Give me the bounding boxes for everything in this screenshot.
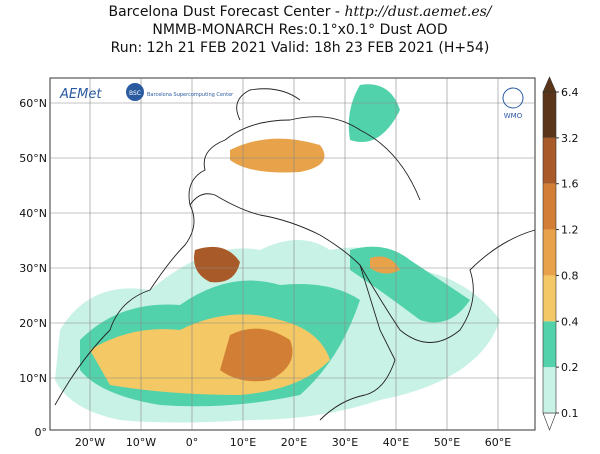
lon-label: 30°E (332, 436, 358, 449)
dust-europe (230, 138, 325, 173)
lat-label: 30°N (19, 262, 47, 275)
run-info: Run: 12h 21 FEB 2021 Valid: 18h 23 FEB 2… (111, 40, 490, 56)
bsc-logo-mark (126, 83, 144, 101)
coastline (54, 193, 536, 406)
map-frame: AEMet BSC Barcelona Supercomputing Cente… (49, 77, 536, 431)
colorbar-segment (543, 229, 556, 276)
colorbar-label: 0.2 (561, 361, 579, 374)
lon-label: 10°E (230, 436, 256, 449)
lon-label: 20°W (75, 436, 105, 449)
lon-label: 20°E (281, 436, 307, 449)
colorbar-label: 6.4 (561, 86, 579, 99)
wmo-logo: WMO (504, 112, 523, 120)
coastline (236, 88, 301, 121)
colorbar-segment (543, 321, 556, 368)
url: http://dust.aemet.es/ (344, 4, 492, 20)
coastlines (54, 88, 536, 421)
colorbar-label: 3.2 (561, 132, 579, 145)
red-sea (359, 264, 396, 361)
dust-north (348, 84, 400, 142)
colorbar-segment (543, 137, 556, 184)
bsc-text: Barcelona Supercomputing Center (147, 92, 234, 98)
lon-label: 10°W (126, 436, 156, 449)
dust-arabia-core (370, 256, 400, 274)
dust-core (220, 328, 293, 382)
lat-label: 20°N (19, 317, 47, 330)
coastline (319, 359, 396, 421)
coastline (188, 116, 421, 206)
lon-label: 40°E (383, 436, 409, 449)
colorbar-label: 0.1 (561, 407, 579, 420)
lon-label: 50°E (434, 436, 460, 449)
title-text: Barcelona Dust Forecast Center - (108, 4, 344, 20)
colorbar-segment (543, 183, 556, 230)
dust-plume (194, 246, 240, 283)
lat-label: 40°N (19, 207, 47, 220)
wmo-logo-mark (502, 87, 524, 109)
colorbar-segment (543, 92, 556, 138)
graticule (50, 78, 535, 430)
colorbar-label: 0.8 (561, 269, 579, 282)
bsc-logo: BSC (129, 90, 141, 97)
colorbar-label: 1.2 (561, 224, 579, 237)
aemet-logo: AEMet (59, 87, 102, 102)
colorbar-label: 0.4 (561, 315, 579, 328)
colorbar-segment (543, 275, 556, 322)
lat-label: 60°N (19, 97, 47, 110)
model-info: NMMB-MONARCH Res:0.1°x0.1° Dust AOD (152, 22, 447, 38)
colorbar-label: 1.6 (561, 178, 579, 191)
colorbar-extend-low (542, 412, 557, 431)
colorbar: 0.1 0.2 0.4 0.8 1.2 1.6 3.2 6.4 (542, 76, 579, 431)
colorbar-frame (542, 91, 557, 414)
lon-label: 60°E (485, 436, 511, 449)
colorbar-extend-high (542, 76, 557, 93)
lat-label: 0° (35, 426, 48, 439)
colorbar-segment (543, 367, 556, 413)
lat-label: 50°N (19, 152, 47, 165)
logos: AEMet BSC Barcelona Supercomputing Cente… (59, 83, 524, 120)
dust-field (55, 84, 500, 423)
lon-label: 0° (186, 436, 199, 449)
lat-label: 10°N (19, 372, 47, 385)
title: Barcelona Dust Forecast Center - http://… (108, 4, 492, 20)
